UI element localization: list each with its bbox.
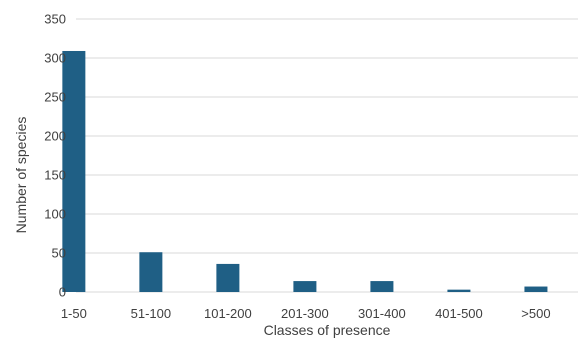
x-tick-labels: 1-50 51-100 101-200 201-300 301-400 401-500 >5… bbox=[61, 306, 551, 321]
x-tick-label: 101-200 bbox=[204, 306, 252, 321]
y-tick-label: 300 bbox=[44, 51, 66, 66]
y-tick-label: 350 bbox=[44, 12, 66, 27]
y-tick-label: 100 bbox=[44, 207, 66, 222]
y-axis-title: Number of species bbox=[13, 117, 29, 234]
bar-401-500 bbox=[447, 289, 471, 292]
x-tick-label: 1-50 bbox=[61, 306, 87, 321]
y-tick-label: 200 bbox=[44, 129, 66, 144]
x-tick-label: 51-100 bbox=[131, 306, 171, 321]
gridlines bbox=[76, 18, 578, 293]
bar-1-50 bbox=[62, 50, 86, 293]
bar-301-400 bbox=[370, 281, 394, 292]
y-tick-label: 0 bbox=[59, 285, 66, 300]
bar-201-300 bbox=[293, 281, 317, 292]
x-axis-title: Classes of presence bbox=[264, 322, 391, 338]
x-tick-label: 301-400 bbox=[358, 306, 406, 321]
y-tick-label: 250 bbox=[44, 90, 66, 105]
x-tick-label: >500 bbox=[521, 306, 550, 321]
x-tick-label: 401-500 bbox=[435, 306, 483, 321]
bar-51-100 bbox=[139, 252, 163, 292]
bar-101-200 bbox=[216, 263, 240, 292]
x-tick-label: 201-300 bbox=[281, 306, 329, 321]
y-tick-label: 50 bbox=[52, 246, 66, 261]
bars bbox=[62, 50, 548, 293]
y-tick-label: 150 bbox=[44, 168, 66, 183]
y-tick-labels: 0 50 100 150 200 250 300 350 bbox=[44, 12, 66, 300]
bar->500 bbox=[524, 286, 548, 292]
